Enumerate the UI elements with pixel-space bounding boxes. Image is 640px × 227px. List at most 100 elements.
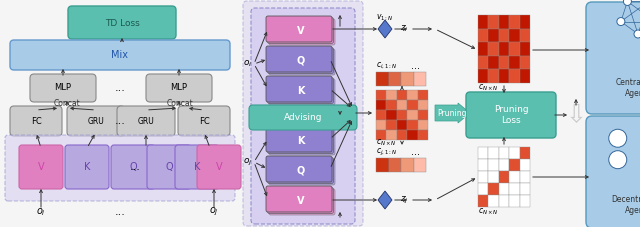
Text: ⇩: ⇩ xyxy=(566,103,586,127)
FancyBboxPatch shape xyxy=(5,135,235,201)
FancyBboxPatch shape xyxy=(266,46,332,72)
Text: TD Loss: TD Loss xyxy=(104,18,140,27)
Circle shape xyxy=(617,17,625,26)
Bar xyxy=(407,90,417,100)
Bar xyxy=(397,100,407,110)
Bar xyxy=(488,42,499,56)
FancyBboxPatch shape xyxy=(266,156,332,182)
Bar xyxy=(376,158,388,172)
Circle shape xyxy=(623,0,632,5)
Bar xyxy=(418,120,428,130)
Text: Pruning
Loss: Pruning Loss xyxy=(493,105,528,125)
Bar xyxy=(499,15,509,29)
Bar xyxy=(499,29,509,42)
Text: Q: Q xyxy=(296,55,305,66)
Bar xyxy=(520,29,530,42)
Bar xyxy=(407,130,417,140)
Bar xyxy=(488,159,499,171)
Bar xyxy=(488,195,499,207)
FancyBboxPatch shape xyxy=(146,74,212,102)
Bar xyxy=(418,90,428,100)
FancyBboxPatch shape xyxy=(268,17,333,44)
Bar xyxy=(376,110,387,120)
FancyBboxPatch shape xyxy=(268,158,333,183)
Bar xyxy=(418,130,428,140)
Bar xyxy=(376,100,387,110)
FancyBboxPatch shape xyxy=(147,145,191,189)
Text: $c_{j,1:N}$: $c_{j,1:N}$ xyxy=(376,146,397,158)
Text: ...: ... xyxy=(410,147,419,157)
Bar xyxy=(499,69,509,83)
Bar xyxy=(478,147,488,159)
Bar xyxy=(407,110,417,120)
Text: Concat: Concat xyxy=(54,99,81,108)
FancyBboxPatch shape xyxy=(68,6,176,39)
Bar xyxy=(509,195,520,207)
FancyBboxPatch shape xyxy=(269,189,335,215)
Bar xyxy=(376,72,388,86)
FancyBboxPatch shape xyxy=(251,118,355,224)
Text: MLP: MLP xyxy=(54,84,72,92)
Text: Advising: Advising xyxy=(284,114,323,123)
Bar xyxy=(509,183,520,195)
FancyBboxPatch shape xyxy=(586,116,640,227)
Text: $o_i$: $o_i$ xyxy=(243,59,253,69)
Bar xyxy=(388,72,401,86)
Circle shape xyxy=(634,30,640,38)
Polygon shape xyxy=(378,20,392,38)
Bar xyxy=(520,56,530,69)
Text: GRU: GRU xyxy=(88,116,104,126)
Bar xyxy=(488,69,499,83)
Bar xyxy=(509,29,520,42)
FancyBboxPatch shape xyxy=(111,145,155,189)
Text: ...: ... xyxy=(115,116,125,126)
Text: Decentralized
Agents: Decentralized Agents xyxy=(611,195,640,215)
FancyBboxPatch shape xyxy=(586,2,640,114)
Bar xyxy=(387,100,397,110)
Bar xyxy=(478,159,488,171)
FancyBboxPatch shape xyxy=(269,49,335,75)
FancyArrow shape xyxy=(435,103,470,123)
Bar xyxy=(401,158,413,172)
Bar xyxy=(397,130,407,140)
Bar xyxy=(478,29,488,42)
FancyBboxPatch shape xyxy=(19,145,63,189)
Bar xyxy=(509,42,520,56)
Bar xyxy=(478,15,488,29)
Bar xyxy=(376,90,387,100)
Bar xyxy=(520,69,530,83)
Bar xyxy=(499,56,509,69)
FancyBboxPatch shape xyxy=(268,77,333,104)
Bar xyxy=(397,120,407,130)
Bar xyxy=(388,158,401,172)
Bar xyxy=(488,183,499,195)
FancyBboxPatch shape xyxy=(269,19,335,45)
FancyBboxPatch shape xyxy=(466,92,556,138)
Bar xyxy=(397,90,407,100)
FancyBboxPatch shape xyxy=(249,105,357,130)
Text: MLP: MLP xyxy=(170,84,188,92)
FancyBboxPatch shape xyxy=(10,40,230,70)
Text: K: K xyxy=(84,162,90,172)
Bar xyxy=(488,29,499,42)
Bar xyxy=(509,15,520,29)
Circle shape xyxy=(609,151,627,169)
Text: ...: ... xyxy=(115,207,125,217)
Bar xyxy=(509,159,520,171)
Bar xyxy=(509,147,520,159)
FancyBboxPatch shape xyxy=(251,8,355,114)
Bar xyxy=(376,130,387,140)
Text: Q: Q xyxy=(296,165,305,175)
Bar xyxy=(499,195,509,207)
Text: ...: ... xyxy=(129,162,140,172)
Bar xyxy=(488,147,499,159)
Bar xyxy=(520,42,530,56)
Bar xyxy=(387,130,397,140)
Text: V: V xyxy=(38,162,44,172)
Bar xyxy=(478,69,488,83)
FancyBboxPatch shape xyxy=(268,188,333,214)
Text: $c_{i,1:N}$: $c_{i,1:N}$ xyxy=(376,61,397,71)
FancyBboxPatch shape xyxy=(197,145,241,189)
FancyBboxPatch shape xyxy=(269,129,335,155)
Bar xyxy=(478,42,488,56)
